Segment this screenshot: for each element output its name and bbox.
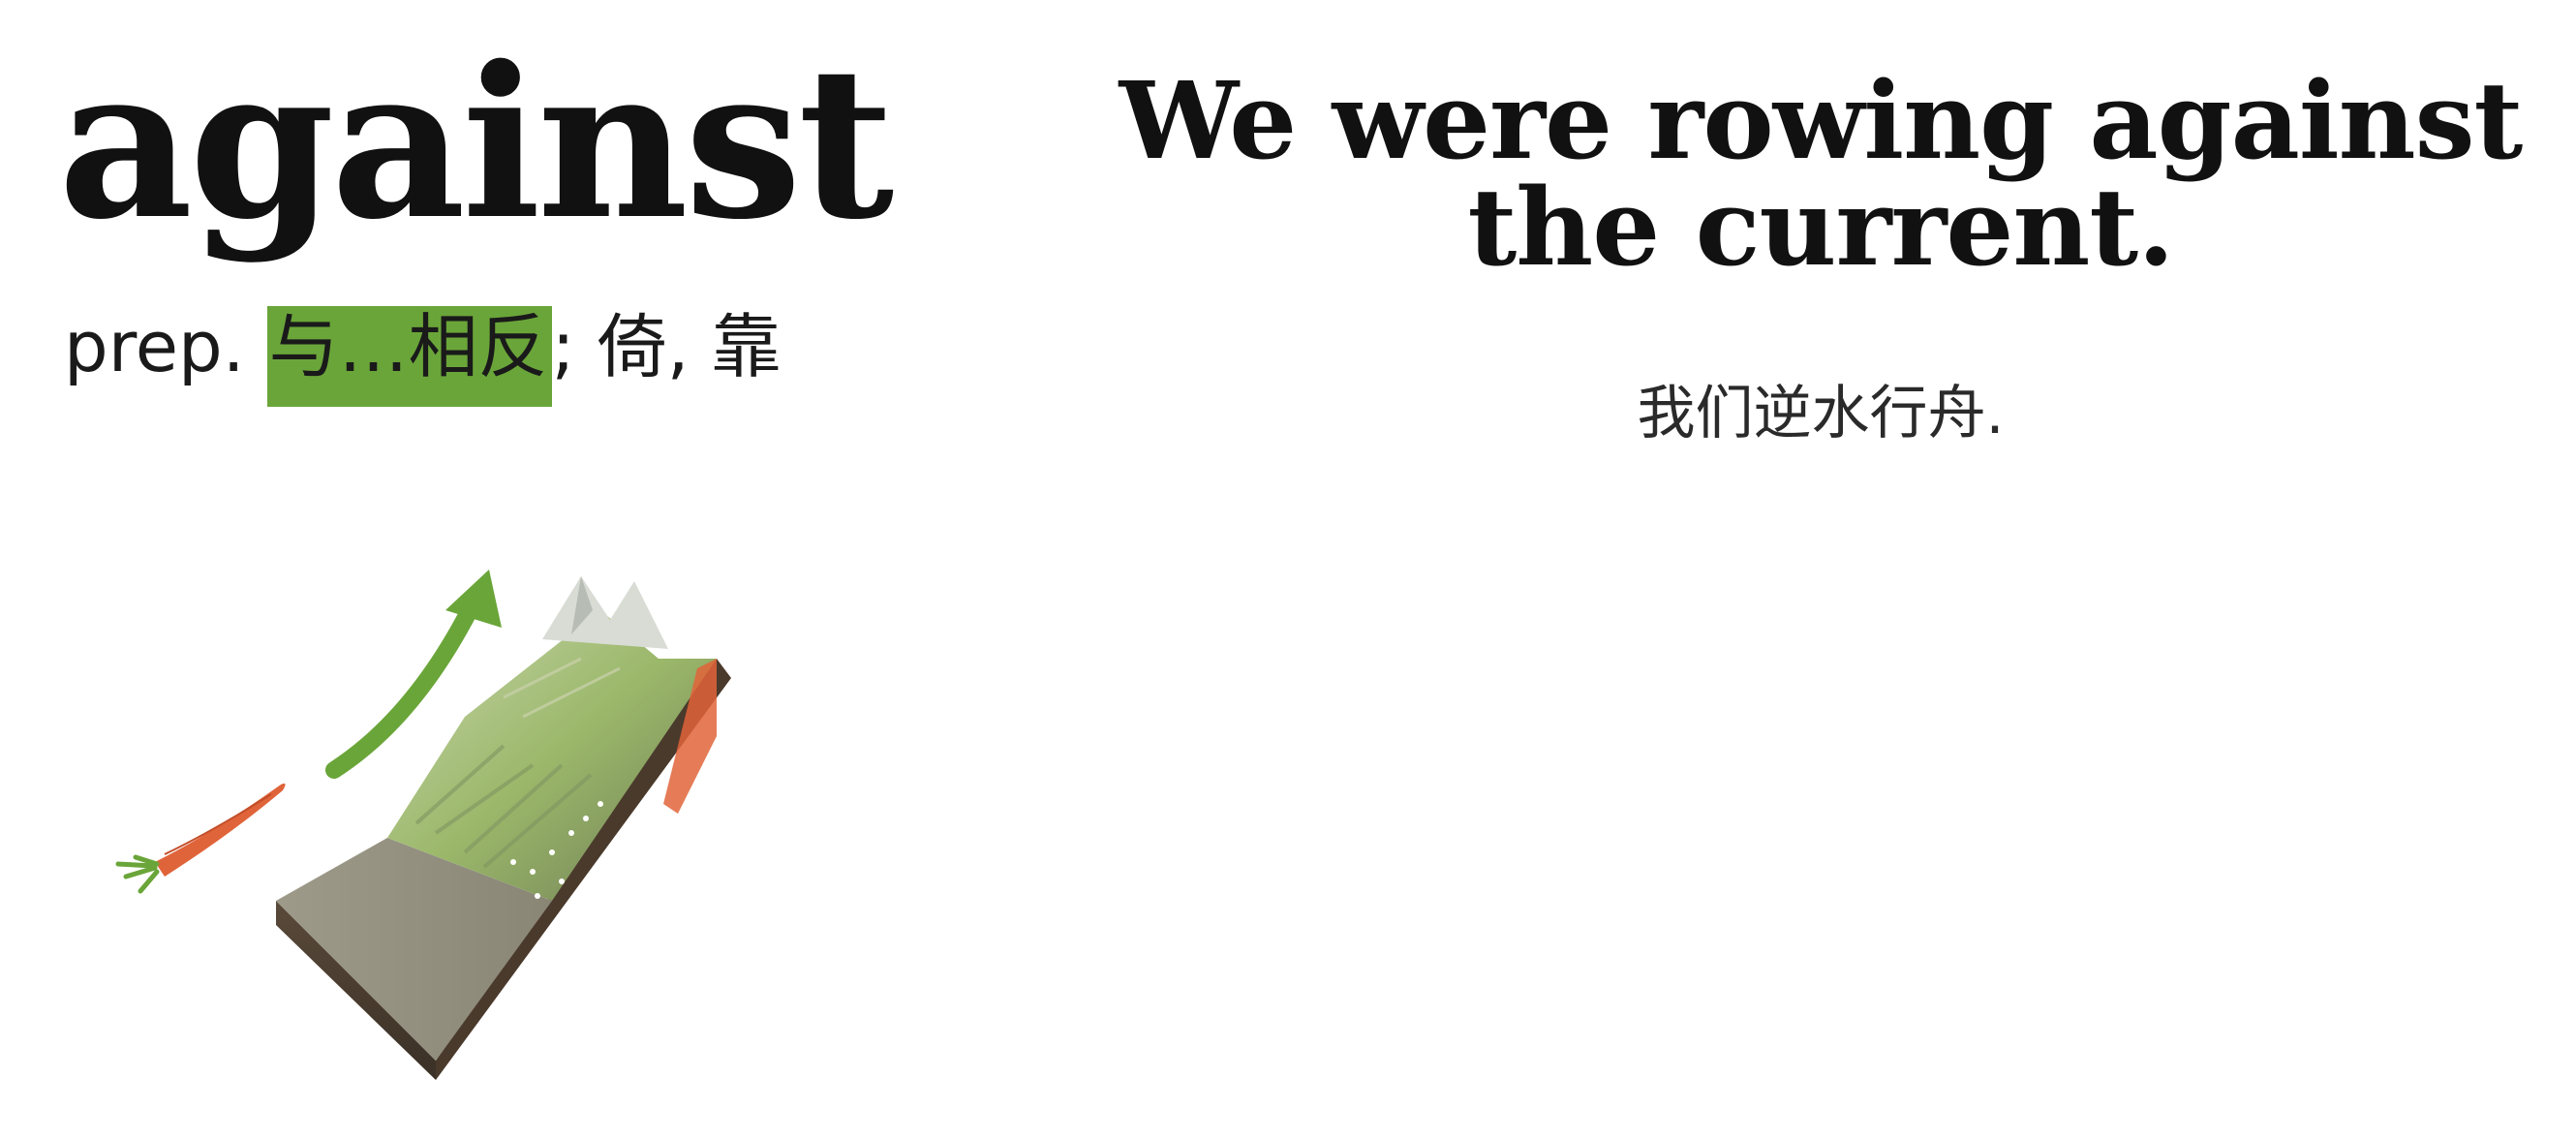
- carrot-icon: [115, 783, 286, 894]
- example-translation: 我们逆水行舟.: [1637, 380, 2005, 447]
- part-of-speech: prep.: [64, 306, 245, 387]
- highlighted-meaning: 与…相反: [266, 306, 552, 407]
- vocab-word: against: [58, 20, 894, 265]
- illustration: [115, 570, 731, 1080]
- example-line-2: the current.: [1467, 165, 2175, 290]
- example-line-1: We were rowing against: [1119, 58, 2524, 183]
- other-meanings: ; 倚, 靠: [551, 306, 782, 387]
- example-sentence: We were rowing against the current.: [1065, 68, 2576, 281]
- mountain-terrain-icon: [276, 576, 731, 1080]
- definition: prep. 与…相反; 倚, 靠: [64, 306, 781, 407]
- arrow-up-icon: [325, 570, 502, 779]
